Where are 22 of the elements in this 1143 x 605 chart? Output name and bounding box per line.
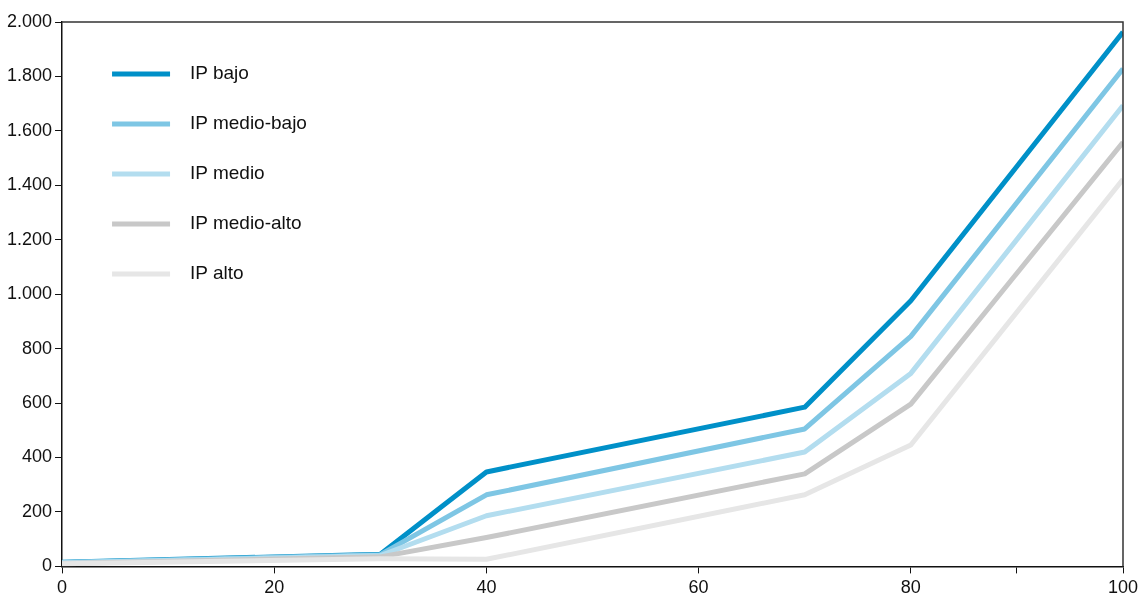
y-tick-label: 200 — [22, 500, 53, 521]
x-tick-label: 80 — [900, 577, 921, 598]
legend-label: IP medio-bajo — [190, 112, 307, 134]
y-tick-label: 2.000 — [7, 10, 53, 31]
y-tick-label: 1.000 — [7, 283, 53, 304]
legend-label: IP medio-alto — [190, 212, 302, 234]
y-tick-label: 1.200 — [7, 228, 53, 249]
y-tick-label: 0 — [42, 555, 53, 576]
y-tick-label: 400 — [22, 446, 53, 467]
y-tick-label: 1.400 — [7, 174, 53, 195]
y-tick-label: 1.800 — [7, 65, 53, 86]
y-tick-label: 800 — [22, 337, 53, 358]
legend-label: IP medio — [190, 162, 265, 184]
legend-label: IP bajo — [190, 62, 249, 84]
x-tick-label: 0 — [57, 577, 68, 598]
x-tick-label: 40 — [476, 577, 497, 598]
legend-label: IP alto — [190, 262, 244, 284]
y-tick-label: 600 — [22, 392, 53, 413]
x-tick-label: 60 — [688, 577, 709, 598]
y-tick-label: 1.600 — [7, 119, 53, 140]
x-tick-label: 100 — [1107, 577, 1139, 598]
x-tick-label: 20 — [264, 577, 285, 598]
